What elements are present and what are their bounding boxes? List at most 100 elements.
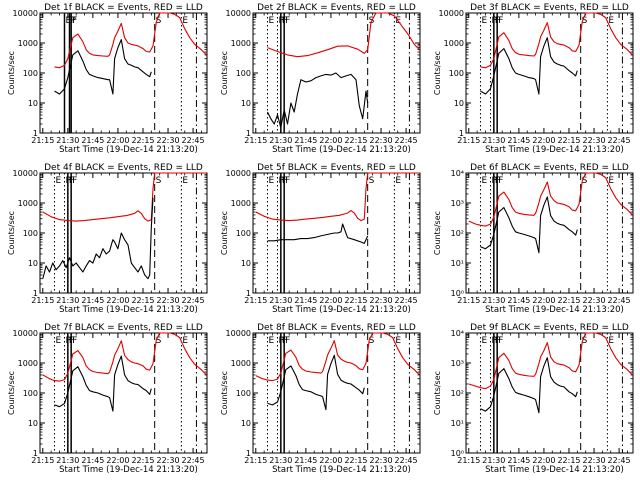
- panel-7-ytick-label: 1: [33, 449, 38, 458]
- panel-1-xtick-label: 22:30: [157, 136, 180, 145]
- panel-7-xtick-label: 21:15: [31, 456, 54, 465]
- panel-6-marker-label: F: [498, 176, 503, 186]
- panel-9-ytick-label: 10⁴: [451, 329, 464, 338]
- panel-2-xtick-label: 21:15: [244, 136, 267, 145]
- panel-6-marker-label: E: [481, 176, 487, 186]
- panel-1-xtick-label: 22:45: [182, 136, 205, 145]
- panel-1-xtick-label: 22:15: [131, 136, 154, 145]
- panel-9-xtick-label: 21:45: [507, 456, 530, 465]
- panel-1-marker-label: S: [156, 16, 162, 26]
- panel-4-ylabel: Counts/sec: [7, 211, 16, 255]
- panel-2-series-black: [267, 72, 369, 129]
- panel-3-marker-label: F: [498, 16, 503, 26]
- panel-4-xtick-label: 21:15: [31, 296, 54, 305]
- panel-1-ytick-label: 10: [28, 99, 38, 108]
- panel-5-xtick-label: 21:45: [294, 296, 317, 305]
- panel-6-xtick-label: 21:30: [482, 296, 505, 305]
- panel-2-xlabel: Start Time (19-Dec-14 21:13:20): [272, 145, 411, 155]
- panel-6-marker-label: S: [582, 176, 588, 186]
- panel-2-xtick-label: 22:00: [319, 136, 342, 145]
- panel-7-series-red: [42, 332, 207, 382]
- panel-7-title: Det 7f BLACK = Events, RED = LLD: [44, 323, 203, 333]
- panel-8-xlabel: Start Time (19-Dec-14 21:13:20): [272, 465, 411, 475]
- panel-4-ytick-label: 10000: [13, 169, 38, 178]
- panel-4-xtick-label: 22:45: [182, 296, 205, 305]
- panel-8-title: Det 8f BLACK = Events, RED = LLD: [257, 323, 416, 333]
- panel-8-ytick-label: 1: [246, 449, 251, 458]
- panel-1-ytick-label: 1: [33, 129, 38, 138]
- panel-2-xtick-label: 21:45: [294, 136, 317, 145]
- panel-3-marker-label: S: [582, 16, 588, 26]
- panel-4-ytick-label: 1000: [18, 199, 38, 208]
- panel-3-series-black: [480, 37, 578, 95]
- panel-1-marker-label: E: [65, 16, 71, 26]
- panel-1-xtick-label: 21:15: [31, 136, 54, 145]
- panel-6-xtick-label: 21:15: [457, 296, 480, 305]
- panel-6-xtick-label: 22:30: [583, 296, 606, 305]
- panel-7-xtick-label: 22:00: [106, 456, 129, 465]
- panel-3-xtick-label: 22:30: [583, 136, 606, 145]
- panel-2-xtick-label: 22:15: [344, 136, 367, 145]
- panel-8-ytick-label: 10: [241, 419, 251, 428]
- panel-3-ylabel: Counts/sec: [433, 51, 442, 95]
- panel-8-ytick-label: 10000: [226, 329, 251, 338]
- panel-7-marker-label: E: [55, 336, 61, 346]
- panel-3-series-red: [480, 12, 633, 69]
- panel-4-series-black: [42, 197, 154, 280]
- panel-4-marker-label: E: [182, 176, 188, 186]
- panel-3-xtick-label: 22:45: [608, 136, 631, 145]
- panel-8-xtick-label: 21:45: [294, 456, 317, 465]
- panel-4-title: Det 4f BLACK = Events, RED = LLD: [44, 163, 203, 173]
- panel-7-xtick-label: 22:30: [157, 456, 180, 465]
- panel-4-ytick-label: 1: [33, 289, 38, 298]
- panel-9-xtick-label: 22:00: [532, 456, 555, 465]
- panel-9-series-black: [480, 357, 578, 414]
- panel-1-xtick-label: 22:00: [106, 136, 129, 145]
- panel-5-marker-label: E: [268, 176, 274, 186]
- panel-6-ytick-label: 10²: [451, 229, 464, 238]
- panel-1-marker-label: P: [71, 16, 77, 26]
- panel-5-xlabel: Start Time (19-Dec-14 21:13:20): [272, 305, 411, 315]
- panel-3-ytick-label: 10000: [439, 9, 464, 18]
- panel-7-ytick-label: 10000: [13, 329, 38, 338]
- panel-4-ytick-label: 100: [23, 229, 38, 238]
- panel-7-ytick-label: 100: [23, 389, 38, 398]
- panel-2-marker-label: E: [268, 16, 274, 26]
- panel-5-xtick-label: 21:30: [269, 296, 292, 305]
- panel-8-xtick-label: 22:15: [344, 456, 367, 465]
- panel-6-xtick-label: 21:45: [507, 296, 530, 305]
- panel-3-xlabel: Start Time (19-Dec-14 21:13:20): [485, 145, 624, 155]
- panel-7-xtick-label: 22:15: [131, 456, 154, 465]
- panel-7-xtick-label: 21:30: [56, 456, 79, 465]
- panel-1-ytick-label: 100: [23, 69, 38, 78]
- panel-9-ylabel: Counts/sec: [433, 371, 442, 415]
- panel-6-xlabel: Start Time (19-Dec-14 21:13:20): [485, 305, 624, 315]
- panel-4-xtick-label: 21:45: [81, 296, 104, 305]
- panel-3-marker-label: E: [608, 16, 614, 26]
- panel-9-xlabel: Start Time (19-Dec-14 21:13:20): [485, 465, 624, 475]
- panel-2-ytick-label: 1: [246, 129, 251, 138]
- panel-8-marker-label: F: [285, 336, 290, 346]
- panel-2-ylabel: Counts/sec: [220, 51, 229, 95]
- panel-6-xtick-label: 22:45: [608, 296, 631, 305]
- panel-6-xtick-label: 22:15: [557, 296, 580, 305]
- panel-2-xtick-label: 21:30: [269, 136, 292, 145]
- panel-5-series-red: [255, 172, 420, 222]
- panel-5-marker-label: F: [285, 176, 290, 186]
- panel-5-title: Det 5f BLACK = Events, RED = LLD: [257, 163, 416, 173]
- panel-3-ytick-label: 10: [454, 99, 464, 108]
- panel-6-xtick-label: 22:00: [532, 296, 555, 305]
- panel-9-xtick-label: 22:45: [608, 456, 631, 465]
- panel-9-ytick-label: 10²: [451, 389, 464, 398]
- panel-9-marker-label: E: [481, 336, 487, 346]
- panel-9-marker-label: S: [582, 336, 588, 346]
- panel-6-ytick-label: 10¹: [451, 259, 464, 268]
- panel-6-series-black: [480, 196, 578, 254]
- panel-8-xtick-label: 21:15: [244, 456, 267, 465]
- panel-7-xtick-label: 21:45: [81, 456, 104, 465]
- panel-9-marker-label: E: [608, 336, 614, 346]
- panel-5-xtick-label: 22:00: [319, 296, 342, 305]
- panel-7-ylabel: Counts/sec: [7, 371, 16, 415]
- panel-7-series-black: [54, 355, 152, 412]
